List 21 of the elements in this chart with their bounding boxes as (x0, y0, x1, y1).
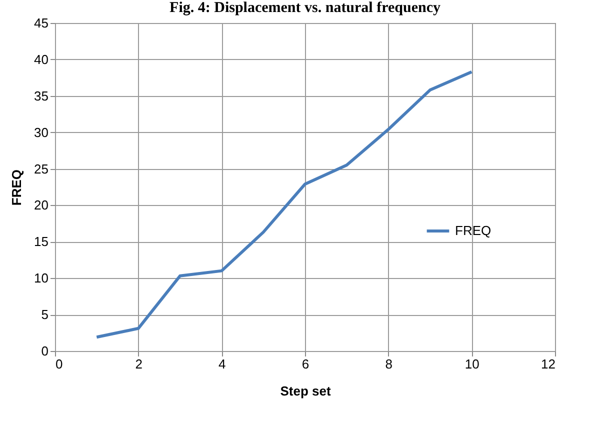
chart-title: Fig. 4: Displacement vs. natural frequency (170, 0, 441, 16)
y-tick-label: 0 (41, 344, 48, 358)
y-tick-label: 15 (34, 234, 48, 250)
y-tick-label: 30 (34, 124, 48, 140)
y-tick-label: 45 (34, 16, 48, 30)
x-tick-label: 4 (218, 356, 226, 372)
y-tick-label: 25 (34, 161, 48, 176)
x-tick-label: 8 (385, 356, 392, 372)
x-tick-label: 2 (135, 356, 142, 372)
y-tick-label: 40 (34, 52, 48, 67)
x-axis-title: Step set (280, 384, 332, 398)
x-tick-label: 10 (464, 356, 480, 372)
x-tick-label: 12 (541, 356, 556, 372)
y-tick-label: 10 (34, 270, 48, 286)
x-tick-label: 0 (56, 356, 63, 372)
y-tick-label: 20 (34, 198, 48, 213)
y-tick-label: 35 (34, 88, 48, 104)
y-tick-label: 5 (41, 307, 48, 322)
x-tick-label: 6 (302, 356, 310, 372)
y-axis-title: FREQ (9, 169, 24, 206)
legend-label: FREQ (455, 223, 492, 238)
